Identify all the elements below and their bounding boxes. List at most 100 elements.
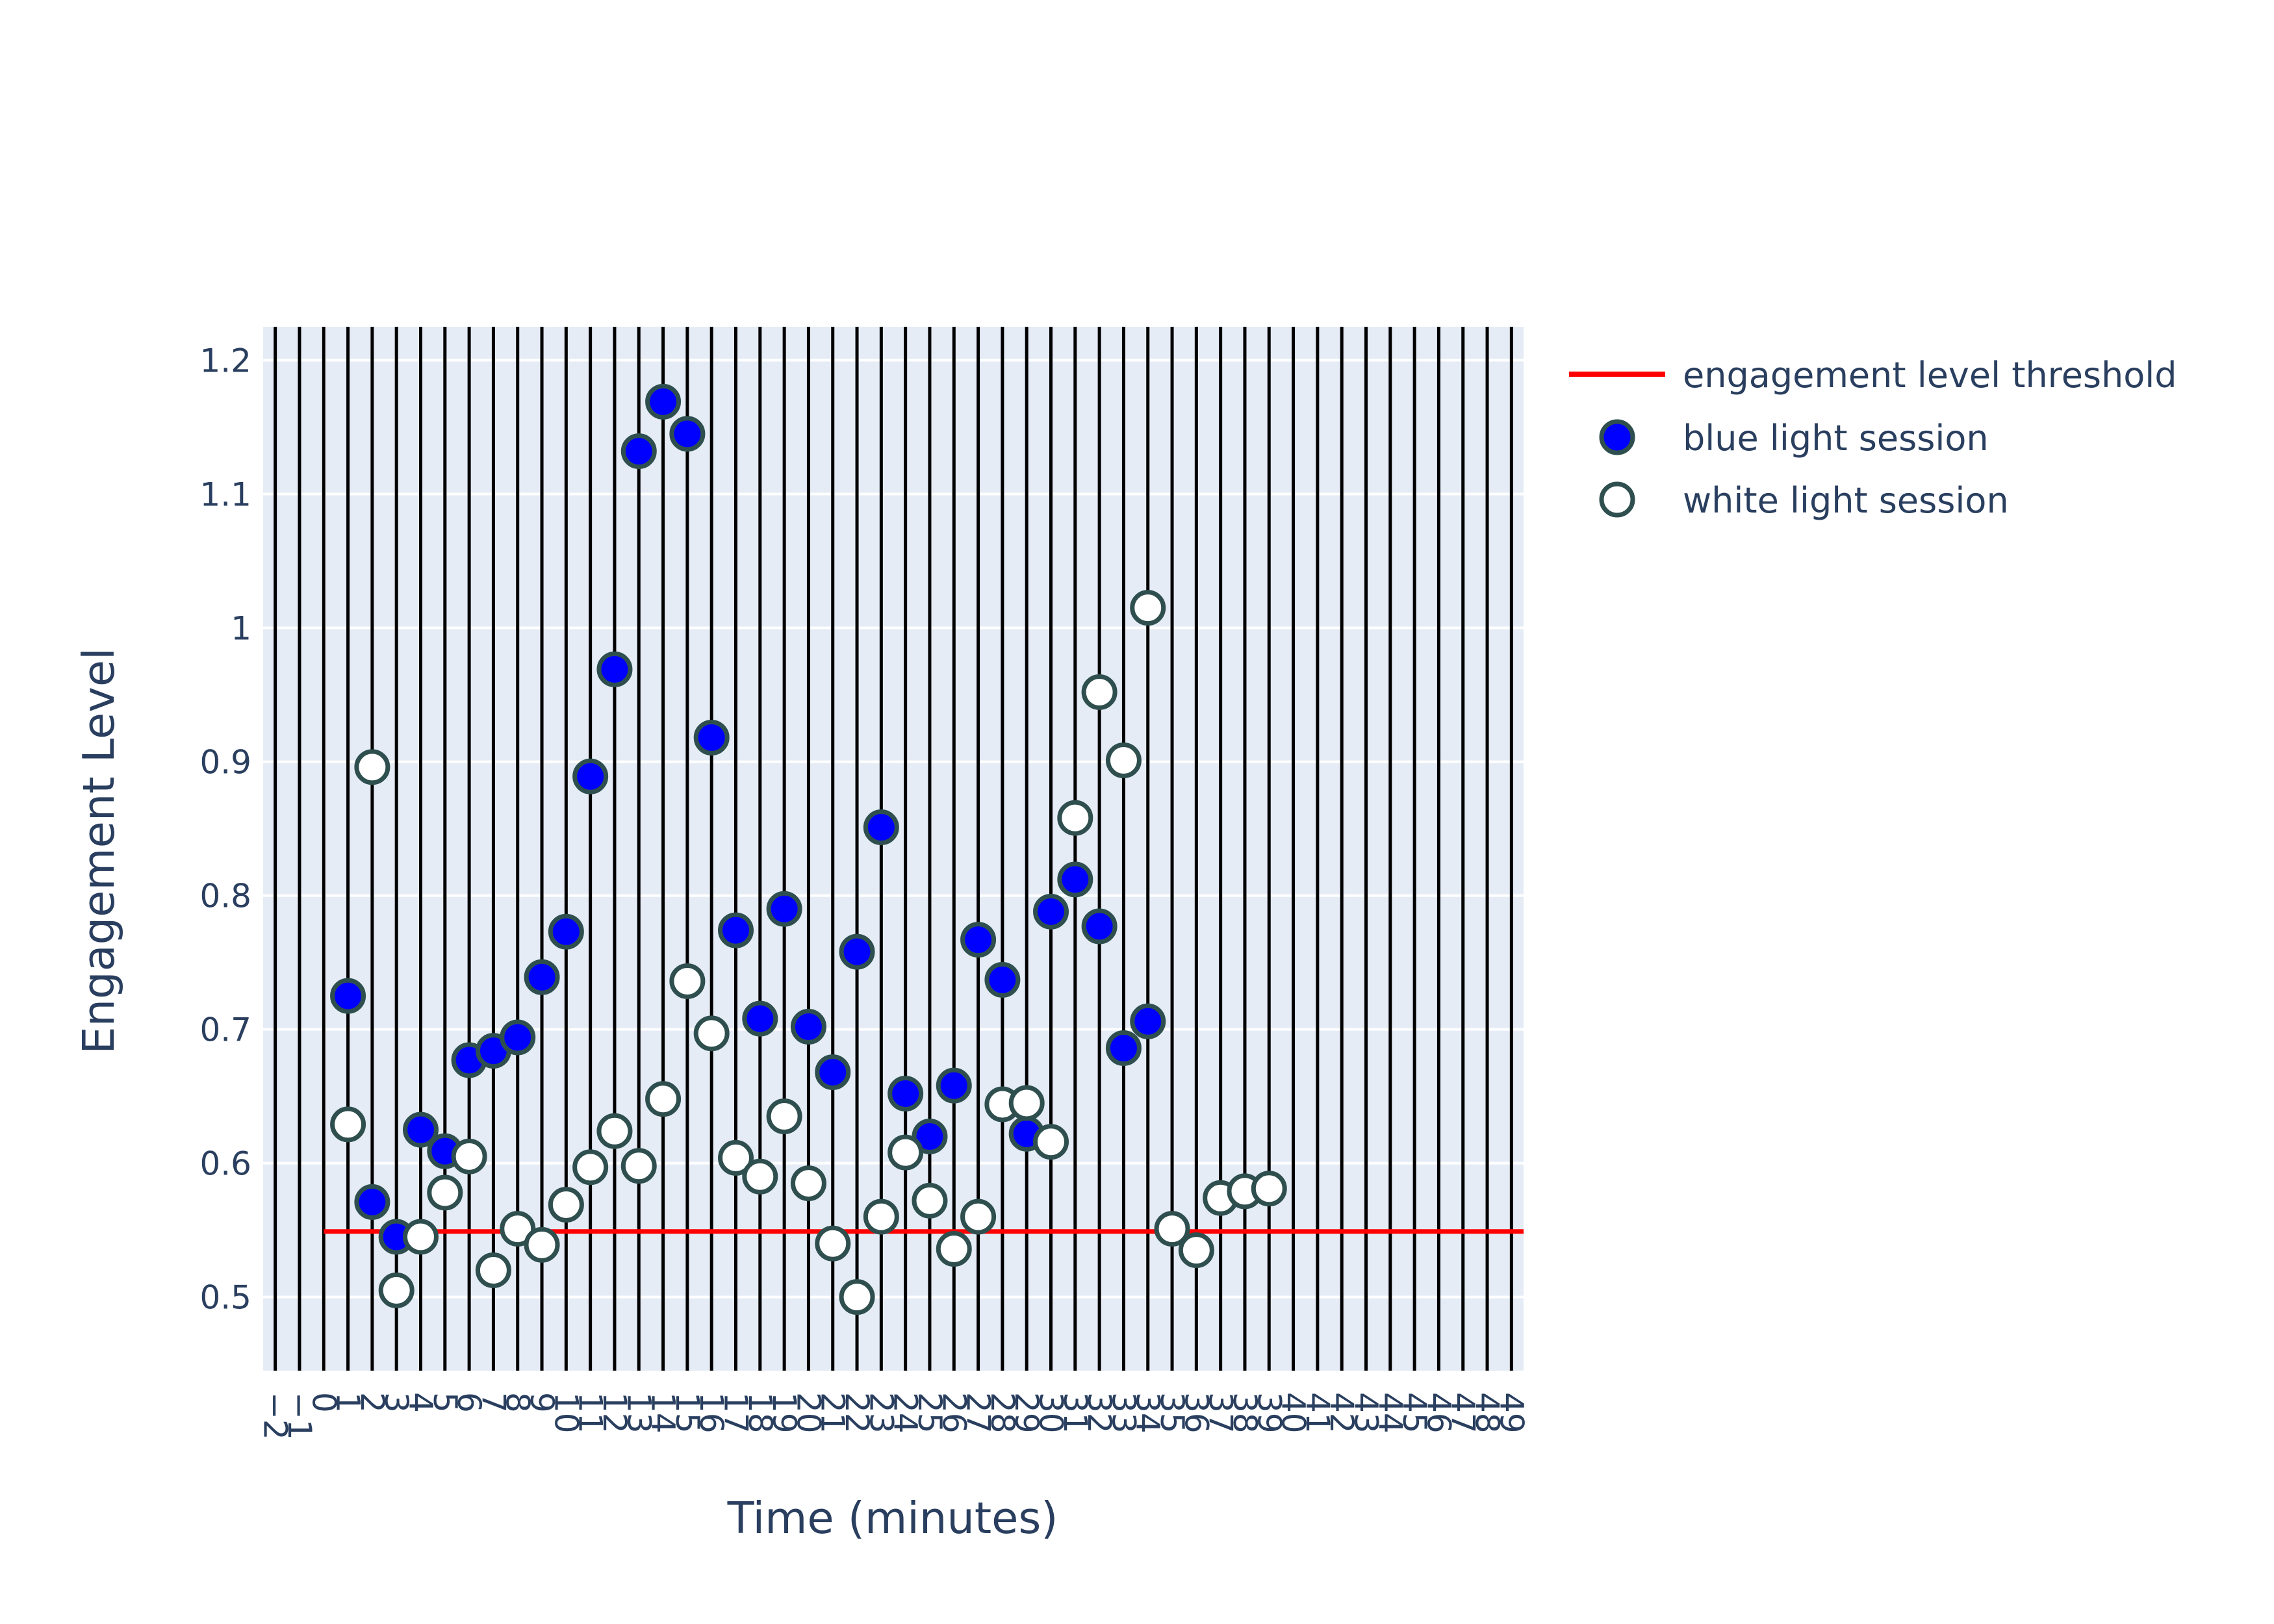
- y-tick-label: 1.1: [199, 476, 251, 514]
- white-light-point: [790, 1165, 826, 1202]
- x-tick-label: 43: [1348, 1392, 1385, 1434]
- blue-light-point: [1033, 893, 1069, 930]
- x-tick-label: 0: [305, 1392, 342, 1413]
- legend-threshold-label: engagement level threshold: [1683, 355, 2177, 396]
- y-tick-label: 0.5: [199, 1279, 251, 1317]
- white-light-point: [1130, 590, 1166, 626]
- x-tick-label: 12: [596, 1392, 633, 1434]
- white-light-point: [1081, 674, 1118, 710]
- x-tick-label: 45: [1396, 1392, 1433, 1434]
- x-tick-label: 6: [450, 1392, 488, 1413]
- white-light-point: [912, 1182, 948, 1219]
- x-tick-label: 13: [620, 1392, 658, 1434]
- white-light-point: [378, 1272, 415, 1308]
- white-light-point: [718, 1139, 754, 1176]
- x-tick-label: 40: [1275, 1392, 1312, 1434]
- blue-light-point: [1081, 908, 1118, 945]
- blue-light-point: [1105, 1030, 1142, 1066]
- x-tick-label: 19: [765, 1392, 803, 1434]
- blue-light-point: [524, 959, 560, 995]
- x-tick-label: 35: [1153, 1392, 1191, 1434]
- legend-white-label: white light session: [1683, 480, 2009, 521]
- x-tick-label: 48: [1468, 1392, 1506, 1434]
- white-light-point: [936, 1231, 972, 1267]
- white-light-point: [524, 1226, 560, 1263]
- x-tick-label: 46: [1420, 1392, 1457, 1434]
- blue-light-point: [1057, 861, 1093, 898]
- x-tick-label: 23: [862, 1392, 900, 1434]
- x-tick-label: 17: [717, 1392, 755, 1434]
- x-tick-label: 33: [1105, 1392, 1142, 1434]
- x-tick-label: 38: [1226, 1392, 1264, 1434]
- blue-light-point: [863, 809, 899, 846]
- blue-light-point: [790, 1009, 826, 1045]
- blue-light-point: [815, 1054, 851, 1091]
- blue-light-point: [718, 912, 754, 948]
- white-light-point: [815, 1225, 851, 1262]
- x-tick-label: 24: [887, 1392, 925, 1434]
- x-tick-label: 7: [474, 1392, 512, 1413]
- white-light-point: [839, 1279, 875, 1315]
- blue-light-point: [960, 922, 997, 958]
- plot-background: [263, 327, 1524, 1371]
- x-tick-label: 14: [645, 1392, 682, 1434]
- y-tick-label: 0.6: [199, 1145, 251, 1183]
- blue-light-point: [500, 1019, 536, 1056]
- x-tick-label: 34: [1129, 1392, 1167, 1434]
- white-light-point: [330, 1106, 366, 1143]
- white-light-point: [427, 1174, 463, 1211]
- blue-light-point: [912, 1118, 948, 1154]
- legend-blue-marker: [1599, 419, 1635, 455]
- white-light-point: [1251, 1171, 1287, 1207]
- legend-blue-label: blue light session: [1683, 418, 1989, 459]
- y-tick-label: 0.8: [199, 878, 251, 915]
- legend-white-marker: [1599, 481, 1635, 518]
- y-tick-label: 0.7: [199, 1011, 251, 1049]
- x-tick-label: 28: [984, 1392, 1021, 1434]
- white-light-point: [1105, 742, 1142, 779]
- x-tick-label: 36: [1177, 1392, 1215, 1434]
- x-tick-label: 27: [960, 1392, 997, 1434]
- x-tick-label: 20: [789, 1392, 827, 1434]
- x-tick-label: 16: [693, 1392, 730, 1434]
- x-tick-label: 10: [547, 1392, 585, 1434]
- white-light-point: [1178, 1232, 1214, 1269]
- plot-area: [263, 327, 1524, 1371]
- blue-light-point: [596, 651, 633, 687]
- white-light-point: [888, 1134, 924, 1171]
- y-tick-label: 0.9: [199, 744, 251, 781]
- white-light-point: [548, 1187, 584, 1223]
- x-tick-label: 2: [353, 1392, 391, 1413]
- x-tick-label: 39: [1250, 1392, 1288, 1434]
- white-light-point: [863, 1199, 899, 1235]
- white-light-point: [596, 1113, 633, 1149]
- blue-light-point: [693, 719, 730, 755]
- white-light-point: [766, 1098, 802, 1135]
- x-tick-label: 5: [426, 1392, 464, 1413]
- white-light-point: [620, 1148, 657, 1184]
- x-tick-label: 4: [402, 1392, 440, 1413]
- blue-light-point: [839, 933, 875, 970]
- white-light-point: [1057, 800, 1093, 836]
- series-blue-light-session: [330, 383, 1166, 1255]
- x-axis-title: Time (minutes): [727, 1493, 1058, 1543]
- blue-light-point: [620, 433, 657, 470]
- blue-light-point: [888, 1076, 924, 1112]
- blue-light-point: [742, 1000, 778, 1037]
- blue-light-point: [354, 1184, 390, 1220]
- white-light-point: [693, 1015, 730, 1052]
- y-tick-label: 1.2: [199, 342, 251, 380]
- white-light-point: [1154, 1211, 1190, 1247]
- x-tick-label: 11: [572, 1392, 609, 1434]
- x-tick-label: 31: [1056, 1392, 1094, 1434]
- legend: engagement level threshold blue light se…: [1569, 355, 2177, 521]
- x-tick-label: 32: [1080, 1392, 1118, 1434]
- blue-light-point: [645, 383, 682, 420]
- x-tick-label: 8: [499, 1392, 537, 1413]
- x-tick-label: 30: [1032, 1392, 1070, 1434]
- blue-light-point: [330, 978, 366, 1014]
- white-light-point: [500, 1211, 536, 1247]
- white-light-point: [475, 1252, 511, 1288]
